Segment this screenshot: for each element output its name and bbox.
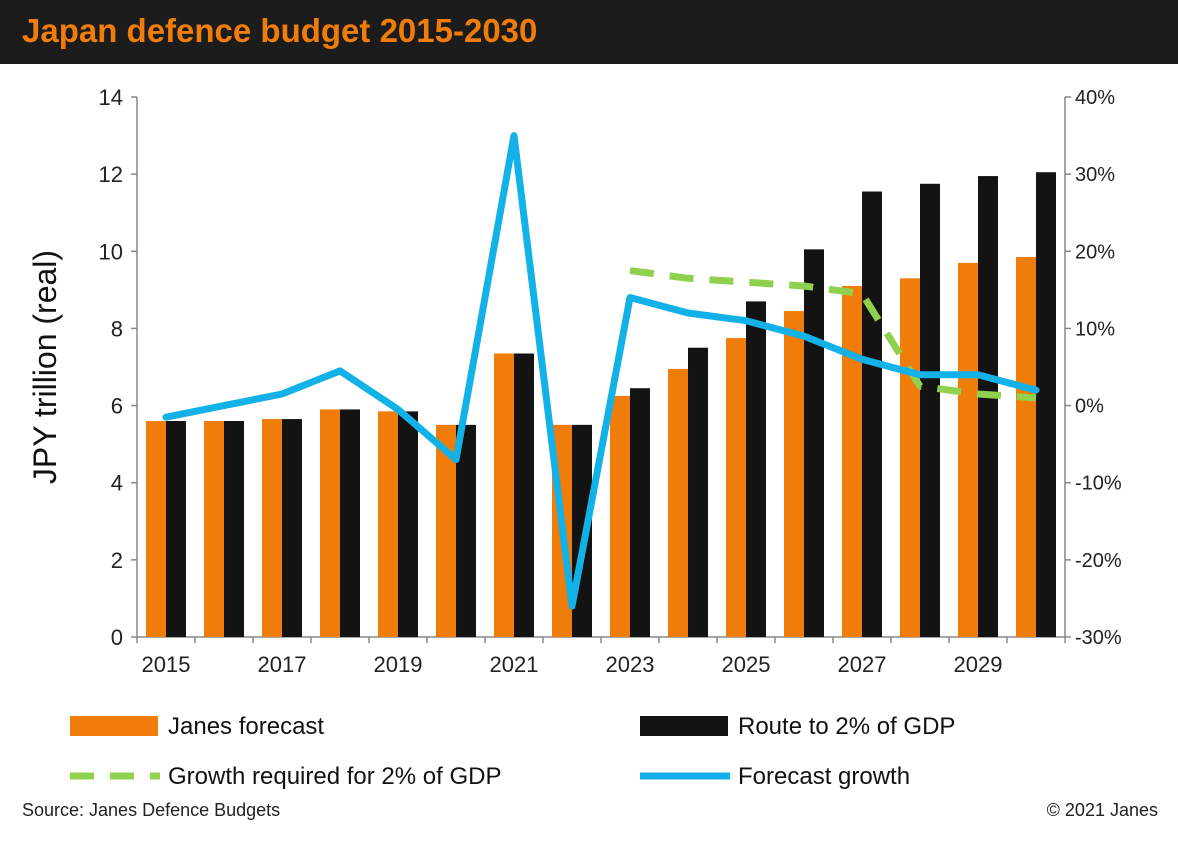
bar-janes-forecast	[262, 419, 282, 637]
y2-tick-label: 40%	[1075, 87, 1115, 109]
bar-janes-forecast	[1016, 257, 1036, 637]
bar-janes-forecast	[784, 311, 804, 637]
y2-tick-label: -20%	[1075, 550, 1122, 572]
y2-tick-label: -30%	[1075, 627, 1122, 649]
bar-janes-forecast	[668, 368, 688, 637]
y-tick-label: 10	[99, 239, 123, 264]
bar-janes-forecast	[378, 411, 398, 637]
legend-label-route: Route to 2% of GDP	[738, 713, 955, 740]
bar-route-to-2pct	[804, 249, 824, 637]
x-tick-label: 2021	[490, 652, 539, 677]
y2-tick-label: 30%	[1075, 164, 1115, 186]
chart-title: Japan defence budget 2015-2030	[22, 12, 538, 49]
copyright: © 2021 Janes	[1046, 800, 1158, 820]
bar-route-to-2pct	[340, 409, 360, 637]
x-tick-label: 2025	[722, 652, 771, 677]
line-forecast-growth	[162, 132, 1040, 610]
bar-janes-forecast	[726, 338, 746, 637]
bar-route-to-2pct	[456, 424, 476, 637]
x-tick-label: 2029	[954, 652, 1003, 677]
legend-label-janes-forecast: Janes forecast	[168, 713, 324, 740]
bar-route-to-2pct	[688, 347, 708, 637]
legend-label-growth-required: Growth required for 2% of GDP	[168, 763, 501, 790]
title-bar: Japan defence budget 2015-2030	[0, 0, 1178, 64]
legend-swatch-route	[640, 716, 728, 736]
chart: 0 2 4 6 8 10 12 14 -30% -20% -10% 0% 10% 20% 30% 40% 201…	[27, 85, 1122, 790]
x-tick-label: 2019	[374, 652, 423, 677]
y-tick-label: 12	[99, 162, 123, 187]
bar-route-to-2pct	[514, 353, 534, 637]
x-tick-label: 2015	[142, 652, 191, 677]
bar-janes-forecast	[320, 409, 340, 637]
bar-janes-forecast	[494, 353, 514, 637]
bar-route-to-2pct	[920, 183, 940, 637]
bar-janes-forecast	[436, 424, 456, 637]
bar-route-to-2pct	[1036, 172, 1056, 637]
y2-tick-label: 20%	[1075, 241, 1115, 263]
source-note: Source: Janes Defence Budgets	[22, 800, 281, 820]
y-tick-label: 4	[111, 471, 123, 496]
bar-janes-forecast	[610, 395, 630, 637]
y2-tick-label: -10%	[1075, 473, 1122, 495]
y-tick-label: 8	[111, 316, 123, 341]
bar-route-to-2pct	[630, 388, 650, 637]
y-tick-label: 0	[111, 625, 123, 650]
bar-route-to-2pct	[224, 421, 244, 637]
bar-janes-forecast	[958, 262, 978, 637]
line-growth-required	[629, 267, 1037, 402]
bar-route-to-2pct	[746, 301, 766, 637]
y2-tick-label: 10%	[1075, 318, 1115, 340]
bar-route-to-2pct	[398, 411, 418, 637]
bar-janes-forecast	[900, 278, 920, 637]
y-tick-label: 14	[99, 85, 123, 110]
x-tick-label: 2027	[838, 652, 887, 677]
y2-tick-label: 0%	[1075, 396, 1104, 418]
legend-label-forecast-growth: Forecast growth	[738, 763, 910, 790]
bar-janes-forecast	[146, 421, 166, 637]
bar-route-to-2pct	[166, 421, 186, 637]
x-tick-label: 2023	[606, 652, 655, 677]
bar-janes-forecast	[204, 421, 224, 637]
bar-janes-forecast	[842, 286, 862, 637]
legend-swatch-janes-forecast	[70, 716, 158, 736]
y-axis-title: JPY trillion (real)	[27, 250, 63, 484]
y-tick-label: 2	[111, 548, 123, 573]
x-tick-label: 2017	[258, 652, 307, 677]
y-tick-label: 6	[111, 394, 123, 419]
bar-route-to-2pct	[978, 176, 998, 638]
bar-route-to-2pct	[862, 191, 882, 637]
bar-route-to-2pct	[282, 419, 302, 637]
